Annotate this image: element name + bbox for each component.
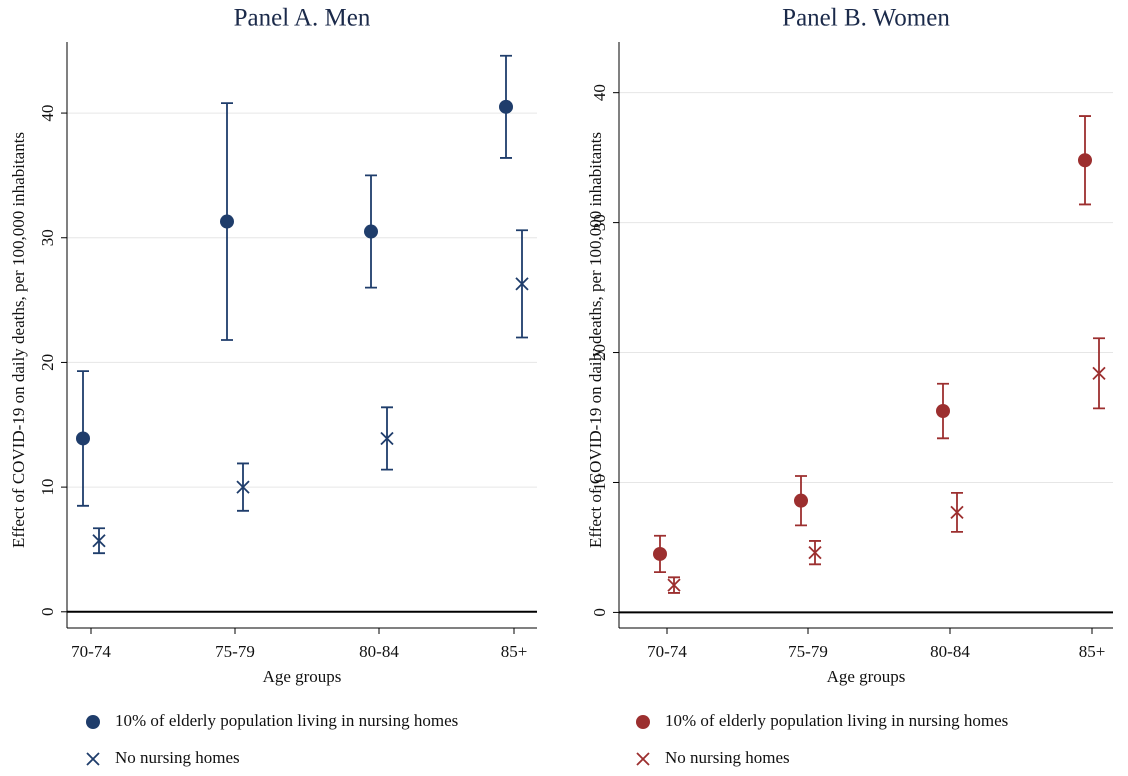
data-point (499, 99, 513, 114)
data-point (364, 224, 378, 239)
y-tick-label: 0 (38, 608, 57, 617)
chart-title: Panel A. Men (234, 5, 371, 32)
legend-marker (636, 752, 650, 766)
x-axis-label: Age groups (263, 667, 342, 686)
data-point (808, 546, 822, 560)
y-tick-label: 10 (590, 474, 609, 491)
x-tick-label: 70-74 (71, 642, 111, 661)
legend-marker (86, 715, 100, 729)
y-tick-label: 40 (38, 105, 57, 122)
x-tick-label: 75-79 (215, 642, 255, 661)
y-tick-label: 10 (38, 479, 57, 496)
legend-marker (636, 715, 650, 729)
legend-label: No nursing homes (665, 748, 790, 767)
data-point (667, 578, 681, 592)
data-point (1092, 366, 1106, 380)
data-point (936, 404, 950, 419)
y-axis-label: Effect of COVID-19 on daily deaths, per … (586, 132, 605, 548)
data-point (92, 534, 106, 548)
data-point (380, 431, 394, 446)
y-tick-label: 30 (590, 214, 609, 231)
data-point (515, 277, 529, 291)
y-tick-label: 20 (38, 354, 57, 371)
x-tick-label: 85+ (501, 642, 528, 661)
chart-title: Panel B. Women (782, 5, 950, 32)
y-tick-label: 20 (590, 344, 609, 361)
legend-label: 10% of elderly population living in nurs… (115, 711, 458, 730)
legend-label: 10% of elderly population living in nurs… (665, 711, 1008, 730)
data-point (950, 505, 964, 519)
x-tick-label: 75-79 (788, 642, 828, 661)
y-tick-label: 40 (590, 84, 609, 101)
data-point (76, 431, 90, 446)
data-point (1078, 153, 1092, 168)
y-tick-label: 30 (38, 229, 57, 246)
y-tick-label: 0 (590, 608, 609, 617)
data-point (794, 493, 808, 508)
legend-label: No nursing homes (115, 748, 240, 767)
x-tick-label: 85+ (1079, 642, 1106, 661)
data-point (220, 214, 234, 229)
x-tick-label: 80-84 (930, 642, 970, 661)
y-axis-label: Effect of COVID-19 on daily deaths, per … (9, 132, 28, 548)
x-tick-label: 70-74 (647, 642, 687, 661)
data-point (653, 546, 667, 561)
legend-marker (86, 752, 100, 766)
x-axis-label: Age groups (827, 667, 906, 686)
data-point (236, 480, 250, 494)
x-tick-label: 80-84 (359, 642, 399, 661)
